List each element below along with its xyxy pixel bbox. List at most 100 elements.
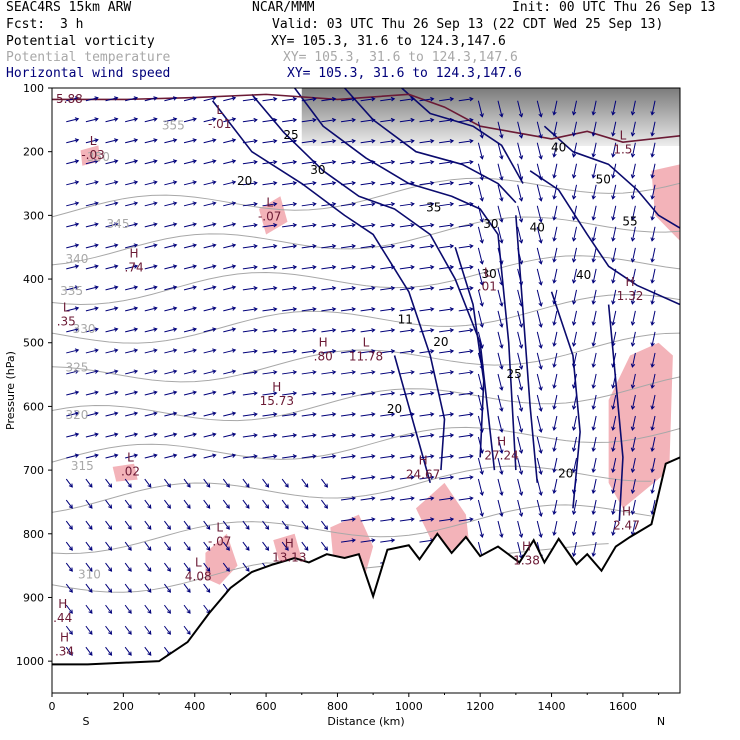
wind-vector-head bbox=[114, 327, 119, 332]
wind-vector bbox=[592, 457, 597, 473]
wind-vector-head bbox=[292, 159, 298, 165]
wind-vector-head bbox=[88, 546, 93, 551]
wind-vector bbox=[203, 478, 211, 488]
wind-vector bbox=[301, 203, 316, 207]
wind-vector bbox=[203, 520, 211, 530]
wind-vector-head bbox=[371, 349, 376, 354]
wind-vector bbox=[573, 289, 578, 304]
wind-vector-head bbox=[231, 201, 237, 206]
wind-vector-head bbox=[273, 391, 278, 396]
wind-vector bbox=[536, 415, 542, 433]
wind-vector bbox=[573, 247, 578, 262]
wind-vector bbox=[380, 392, 395, 396]
wind-vector bbox=[164, 454, 177, 459]
wind-vector bbox=[399, 266, 414, 270]
wind-vector bbox=[517, 142, 523, 159]
wind-vector-head bbox=[351, 370, 356, 375]
wind-vector-head bbox=[552, 279, 557, 284]
pv-extremum-marker: H bbox=[60, 631, 69, 645]
wind-vector-head bbox=[153, 285, 158, 290]
wind-vector bbox=[612, 394, 617, 410]
wind-vector bbox=[458, 287, 473, 291]
wind-vector-head bbox=[231, 159, 237, 164]
wind-vector bbox=[282, 98, 297, 102]
wind-vector bbox=[105, 160, 118, 165]
wind-vector-head bbox=[571, 342, 577, 347]
x-tick-label: 1200 bbox=[466, 700, 494, 713]
wind-vector-head bbox=[74, 390, 80, 395]
wind-vector bbox=[360, 140, 375, 144]
wind-vector bbox=[164, 139, 177, 144]
field-name-pv: Potential vorticity bbox=[6, 34, 155, 49]
wind-vector bbox=[592, 331, 597, 347]
wind-vector-head bbox=[650, 342, 655, 347]
wind-vector bbox=[360, 371, 375, 375]
wind-vector-head bbox=[630, 132, 636, 137]
wind-vector bbox=[517, 226, 523, 243]
wind-vector-head bbox=[430, 496, 435, 501]
wind-vector-head bbox=[499, 134, 504, 139]
wind-vector-head bbox=[192, 453, 197, 458]
wind-vector-head bbox=[114, 180, 119, 185]
wind-vector-head bbox=[192, 306, 197, 311]
pv-extremum-value: 4.08 bbox=[185, 569, 212, 583]
wind-vector bbox=[419, 539, 434, 543]
wind-vector-head bbox=[166, 567, 171, 572]
wind-vector bbox=[651, 373, 656, 389]
wind-vector-head bbox=[430, 223, 435, 228]
wind-vector-head bbox=[371, 138, 376, 144]
wind-vector bbox=[536, 457, 542, 475]
wind-vector-head bbox=[449, 265, 455, 270]
wind-vector-head bbox=[371, 412, 376, 417]
wind-vector-head bbox=[108, 483, 113, 488]
wind-vector-head bbox=[611, 132, 616, 137]
wind-vector-head bbox=[273, 117, 278, 123]
wind-vector bbox=[125, 370, 138, 375]
wind-vector-head bbox=[479, 155, 484, 160]
wind-vector-head bbox=[225, 483, 230, 488]
wind-vector bbox=[592, 478, 597, 494]
wind-vector bbox=[105, 391, 118, 396]
wind-vector bbox=[242, 140, 257, 144]
wind-vector bbox=[477, 436, 483, 454]
wind-vector-head bbox=[591, 510, 596, 515]
wind-vector-head bbox=[351, 180, 356, 186]
wind-vector bbox=[399, 245, 414, 249]
wind-vector bbox=[105, 370, 118, 375]
wind-vector bbox=[631, 373, 636, 389]
wind-vector bbox=[144, 454, 157, 459]
wind-vector-head bbox=[552, 132, 557, 137]
wind-vector bbox=[458, 182, 473, 186]
pv-extremum-marker: H bbox=[622, 504, 631, 518]
wind-vector-head bbox=[153, 96, 158, 101]
wind-vector bbox=[223, 223, 236, 228]
wind-vector-head bbox=[591, 552, 596, 558]
wind-vector bbox=[553, 247, 558, 262]
wind-vector-head bbox=[166, 483, 171, 488]
theta-contour bbox=[52, 255, 680, 305]
wind-vector-head bbox=[166, 504, 171, 509]
wind-vector-head bbox=[371, 117, 376, 123]
wind-vector-head bbox=[499, 281, 504, 286]
wind-vector bbox=[144, 520, 152, 530]
wind-vector bbox=[573, 268, 578, 283]
wind-vector bbox=[301, 371, 316, 375]
wind-vector-head bbox=[430, 391, 435, 396]
wind-vector-head bbox=[371, 286, 376, 291]
wind-vector-head bbox=[571, 237, 577, 242]
wind-vector bbox=[573, 457, 578, 473]
wind-vector bbox=[497, 268, 503, 285]
wind-vector bbox=[439, 287, 454, 291]
wind-vector bbox=[517, 541, 523, 559]
south-end-label: S bbox=[83, 715, 90, 728]
wind-vector bbox=[66, 223, 79, 228]
wind-vector bbox=[281, 541, 289, 551]
wind-vector bbox=[592, 394, 597, 410]
wind-vector bbox=[536, 436, 542, 454]
wind-vector-head bbox=[552, 384, 557, 389]
wind-vector bbox=[183, 604, 191, 614]
wind-vector-head bbox=[410, 307, 415, 312]
wind-vector-head bbox=[390, 201, 396, 207]
wind-vector bbox=[419, 182, 434, 186]
wind-speed-contour bbox=[393, 355, 431, 484]
